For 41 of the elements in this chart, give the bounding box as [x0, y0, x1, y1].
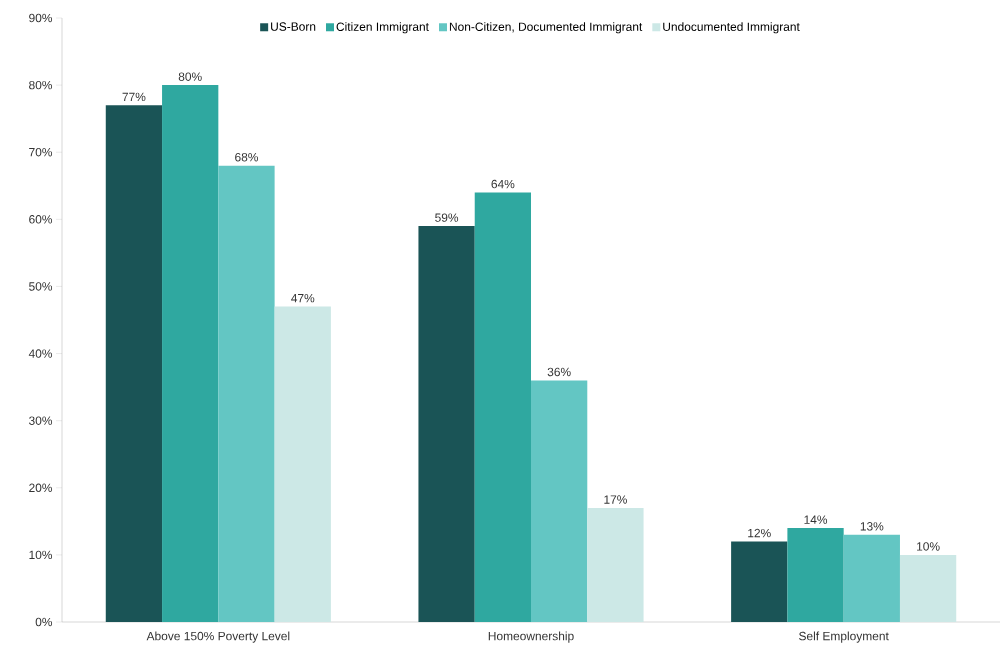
bar	[105, 105, 163, 622]
data-label: 13%	[860, 522, 884, 531]
y-tick-label: 20%	[29, 483, 53, 492]
data-label: 10%	[917, 542, 940, 551]
legend-label: Non-Citizen, Documented Immigrant	[449, 22, 643, 34]
y-tick-label: 50%	[29, 282, 53, 291]
y-tick-label: 0%	[35, 617, 53, 627]
bar	[731, 541, 788, 622]
y-tick-label: 30%	[29, 416, 53, 425]
bar	[218, 165, 275, 622]
y-tick-label: 40%	[28, 349, 53, 358]
data-label: 47%	[291, 294, 315, 303]
data-label: 17%	[604, 495, 627, 504]
y-tick-label: 80%	[29, 80, 53, 90]
data-label: 80%	[178, 72, 202, 81]
y-tick-label: 90%	[29, 13, 53, 23]
y-tick-label: 60%	[29, 215, 53, 224]
x-tick-label: Self Employment	[799, 631, 889, 643]
bar	[418, 226, 475, 622]
data-label: 36%	[547, 367, 571, 377]
y-tick-label: 70%	[29, 148, 53, 157]
bar	[531, 380, 588, 622]
bar	[587, 507, 644, 622]
data-label: 77%	[122, 92, 146, 102]
bar	[274, 306, 331, 622]
legend-label: Citizen Immigrant	[336, 22, 429, 34]
data-label: 12%	[748, 528, 771, 538]
legend-label: US-Born	[271, 22, 316, 31]
bar	[899, 554, 957, 622]
legend-label: Undocumented Immigrant	[663, 22, 800, 34]
data-label: 59%	[435, 213, 459, 222]
bar	[474, 192, 531, 622]
bar	[843, 534, 900, 622]
y-tick-label: 10%	[29, 550, 53, 560]
bar	[162, 85, 219, 622]
bar	[787, 528, 844, 622]
x-tick-label: Homeownership	[488, 631, 574, 643]
data-label: 68%	[235, 152, 259, 162]
x-tick-label: Above 150% Poverty Level	[146, 631, 290, 643]
data-label: 64%	[491, 179, 515, 189]
data-label: 14%	[804, 515, 828, 524]
